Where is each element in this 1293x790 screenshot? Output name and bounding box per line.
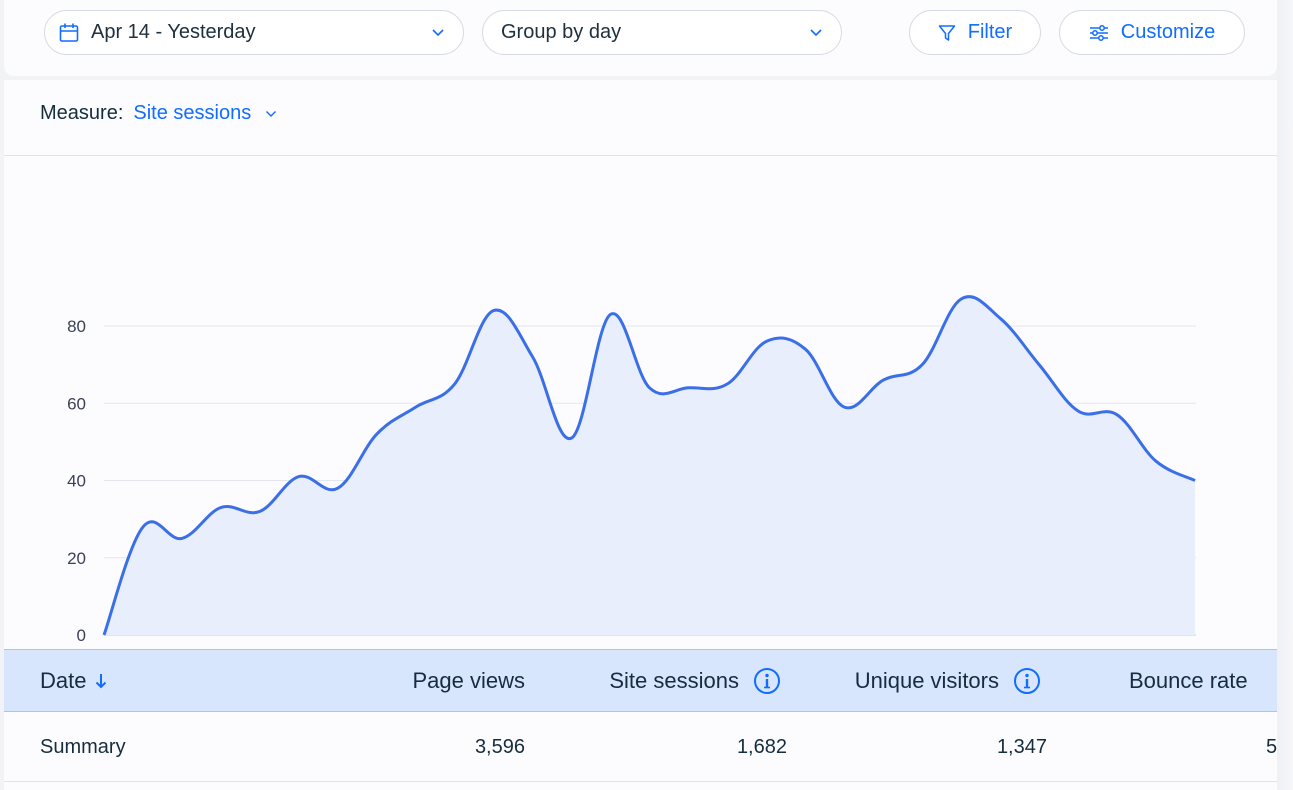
table-header: Date Page views Site sessions Unique vis…: [4, 649, 1277, 712]
sliders-icon: [1089, 24, 1108, 41]
y-tick-label: 80: [67, 317, 86, 336]
summary-unique-visitors: 1,347: [996, 735, 1047, 758]
toolbar: Apr 14 - Yesterday Group by day Filter C…: [4, 0, 1277, 76]
filter-button[interactable]: Filter: [909, 10, 1041, 55]
measure-selector: Measure: Site sessions: [40, 102, 277, 125]
chevron-down-icon: [432, 28, 444, 36]
group-by-dropdown[interactable]: Group by day: [482, 10, 842, 55]
column-header-page-views[interactable]: Page views: [412, 650, 525, 711]
column-header-bounce-rate[interactable]: Bounce rate: [1129, 650, 1248, 711]
column-header-unique-visitors-label: Unique visitors: [854, 667, 999, 693]
measure-dropdown[interactable]: Site sessions: [133, 102, 252, 124]
filter-icon: [938, 24, 956, 41]
info-icon[interactable]: [753, 667, 781, 695]
customize-button[interactable]: Customize: [1059, 10, 1245, 55]
summary-site-sessions: 1,682: [736, 735, 787, 758]
summary-row: Summary 3,596 1,682 1,347 5: [4, 712, 1277, 782]
summary-label: Summary: [40, 735, 126, 758]
column-header-site-sessions-label: Site sessions: [609, 667, 739, 693]
customize-label: Customize: [1120, 21, 1216, 43]
measure-label: Measure:: [40, 102, 124, 124]
y-tick-label: 40: [67, 472, 86, 491]
date-range-label: Apr 14 - Yesterday: [91, 21, 256, 43]
info-icon[interactable]: [1013, 667, 1041, 695]
divider: [4, 155, 1277, 156]
column-header-bounce-rate-label: Bounce rate: [1129, 667, 1248, 693]
column-header-unique-visitors[interactable]: Unique visitors: [855, 650, 1041, 711]
summary-page-views: 3,596: [474, 735, 525, 758]
y-tick-label: 60: [67, 394, 86, 413]
group-by-label: Group by day: [501, 21, 622, 43]
series-line: [102, 295, 1196, 636]
chevron-down-icon[interactable]: [265, 110, 277, 118]
column-header-date[interactable]: Date: [40, 650, 108, 711]
y-tick-label: 20: [67, 549, 86, 568]
series-area: [104, 296, 1195, 635]
date-range-dropdown[interactable]: Apr 14 - Yesterday: [44, 10, 464, 55]
chevron-down-icon: [810, 28, 822, 36]
scroll-edge: [1277, 0, 1293, 790]
column-header-site-sessions[interactable]: Site sessions: [609, 650, 781, 711]
filter-label: Filter: [967, 21, 1013, 43]
column-header-date-label: Date: [40, 667, 87, 693]
sort-down-arrow-icon: [96, 673, 107, 688]
column-header-page-views-label: Page views: [412, 667, 525, 693]
calendar-icon: [59, 23, 79, 42]
y-tick-label: 0: [77, 626, 86, 645]
summary-bounce-rate: 5: [1266, 735, 1278, 758]
